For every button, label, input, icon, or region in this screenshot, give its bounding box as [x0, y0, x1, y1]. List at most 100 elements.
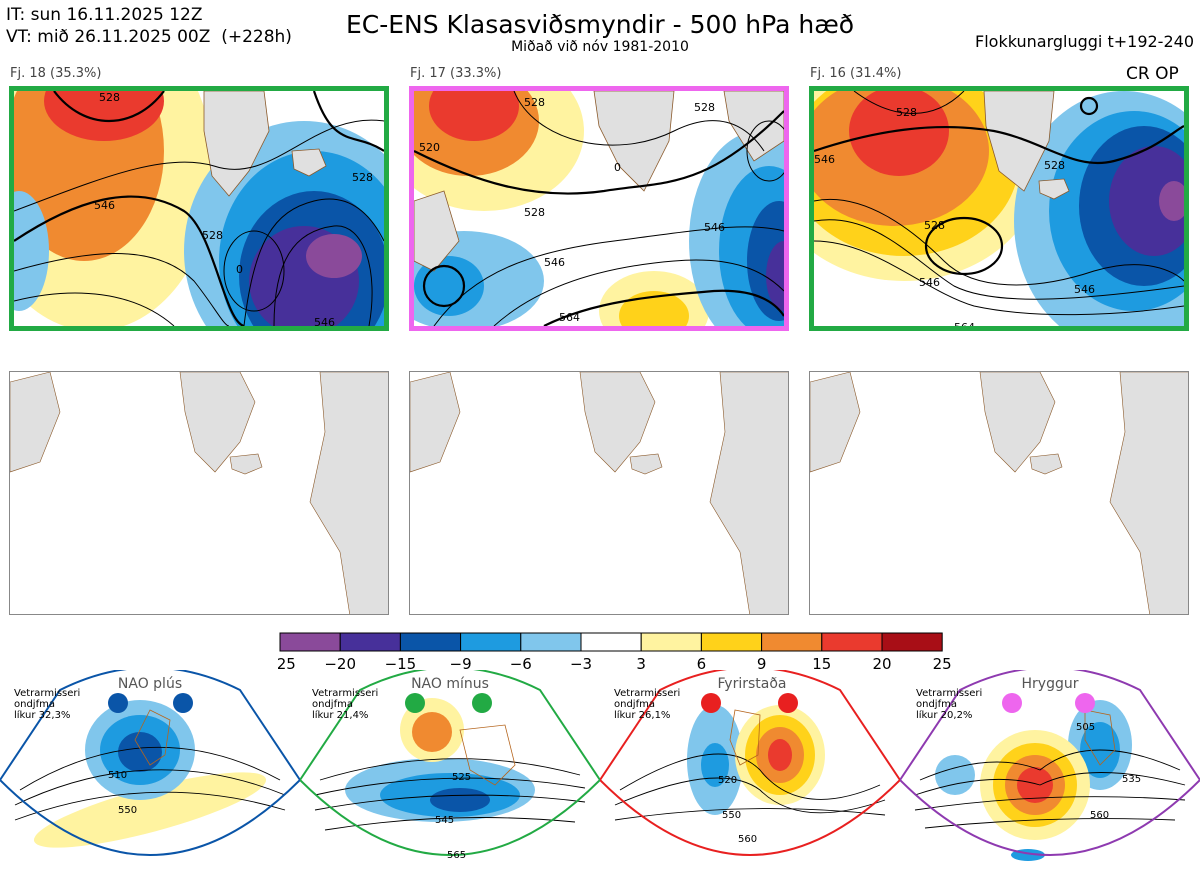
contour-label: 0 [236, 263, 243, 276]
anomaly-red [768, 739, 792, 771]
anomaly-indigo [1109, 146, 1184, 256]
colorbar-tick-label: 6 [697, 655, 707, 672]
contour-label: 560 [738, 834, 757, 845]
cluster-map-3: 528 546 528 528 546 546 564 [809, 86, 1189, 331]
regime-nao-minus-svg: 525 545 565 [298, 666, 602, 861]
contour-label: 564 [954, 321, 975, 326]
land-west [10, 372, 61, 473]
contour-label: 564 [559, 311, 580, 324]
regime-ridge: 505 535 560 Hryggur Vetrarmisseri ondjfm… [898, 666, 1200, 871]
contour-label: 525 [452, 772, 471, 783]
land-north [723, 91, 784, 162]
contour-label: 528 [924, 219, 945, 232]
land-europe [309, 372, 388, 614]
land-greenland [983, 91, 1055, 192]
regime-dot-right [1075, 693, 1095, 713]
contour-label: 528 [202, 229, 223, 242]
contour-2 [814, 199, 1184, 286]
land-greenland [179, 372, 256, 473]
contour-label: 545 [435, 815, 454, 826]
contour-label: 520 [718, 775, 737, 786]
contour-5 [513, 91, 765, 152]
colorbar-tick-label: −3 [570, 655, 592, 672]
contour-5 [853, 91, 965, 114]
regime-ridge-svg: 505 535 560 [898, 666, 1200, 861]
regime-dot-right [472, 693, 492, 713]
colorbar-segment [821, 632, 883, 652]
contour-label: 546 [814, 153, 835, 166]
regime-dot-left [108, 693, 128, 713]
contour-label: 520 [419, 141, 440, 154]
land-west [414, 190, 460, 272]
regime-title: Fyrirstaða [717, 676, 787, 692]
contour-label: 528 [524, 96, 545, 109]
coastline [134, 709, 171, 766]
fan-border [898, 666, 1200, 856]
contour-label: 565 [447, 850, 466, 861]
panel-2-title: Fj. 17 (33.3%) [410, 66, 502, 81]
blank-map-1 [9, 371, 389, 615]
contour-ring [924, 216, 1004, 276]
height-contour [614, 808, 886, 821]
contour-low [1079, 96, 1099, 116]
header-dates: IT: sun 16.11.2025 12Z VT: mið 26.11.2025… [6, 4, 292, 48]
contour-5 [53, 91, 165, 122]
cluster-map-2-svg: 528 520 0 528 546 564 546 528 [414, 91, 784, 326]
land-west [810, 372, 861, 473]
land-iceland [291, 148, 327, 177]
cluster-map-1-svg: 528 546 528 528 0 546 [14, 91, 384, 326]
contour-label: 546 [704, 221, 725, 234]
height-contour [614, 777, 886, 814]
contour-8 [312, 91, 384, 152]
height-contour [319, 758, 581, 781]
land-iceland [1038, 178, 1070, 200]
height-contour [14, 769, 286, 806]
land-west [410, 372, 461, 473]
colorbar-segment [761, 632, 823, 652]
blank-map-1-svg [10, 372, 388, 614]
contour-label: 528 [694, 101, 715, 114]
colorbar-segment [279, 632, 341, 652]
colorbar-segment [460, 632, 522, 652]
contour-2 [14, 195, 245, 326]
regime-dot-left [701, 693, 721, 713]
anomaly-red [44, 91, 164, 141]
regime-note: Vetrarmisseri ondjfma líkur 21,4% [312, 688, 379, 721]
colorbar-tick-label: −15 [385, 655, 417, 672]
contour-4 [814, 240, 1184, 316]
contour-label: 546 [919, 276, 940, 289]
colorbar-tick-label: 15 [812, 655, 831, 672]
blank-map-2 [409, 371, 789, 615]
height-contour [14, 791, 286, 821]
colorbar-segment [640, 632, 702, 652]
anomaly-red [429, 91, 519, 141]
colorbar-tick-label: 20 [872, 655, 891, 672]
contour-4 [14, 292, 175, 326]
contour-low [223, 230, 285, 312]
height-contour [914, 772, 1186, 796]
contour-label: 546 [544, 256, 565, 269]
regime-title: NAO mínus [411, 676, 489, 692]
land-europe [1109, 372, 1188, 614]
regime-dot-left [405, 693, 425, 713]
land-greenland [579, 372, 656, 473]
fan-border [298, 666, 602, 856]
panel-3-title: Fj. 16 (31.4%) [810, 66, 902, 81]
colorbar-segment [700, 632, 763, 652]
contour-low-east [746, 120, 784, 182]
contour-label: 550 [118, 805, 137, 816]
page-subtitle: Miðað við nóv 1981-2010 [511, 39, 689, 55]
anomaly-orange [412, 712, 452, 752]
height-contour [914, 796, 1186, 811]
land-europe [709, 372, 788, 614]
contour-label: 528 [524, 206, 545, 219]
contour-label: 510 [108, 770, 127, 781]
valid-time: VT: mið 26.11.2025 00Z (+228h) [6, 27, 292, 47]
regime-dot-right [778, 693, 798, 713]
anomaly-yellow [33, 772, 267, 848]
cr-op-label: CR OP [1126, 64, 1179, 84]
regime-note: Vetrarmisseri ondjfma líkur 26,1% [614, 688, 681, 721]
colorbar-segment [339, 632, 401, 652]
contour-3 [814, 219, 1184, 300]
fan-border [598, 666, 902, 856]
